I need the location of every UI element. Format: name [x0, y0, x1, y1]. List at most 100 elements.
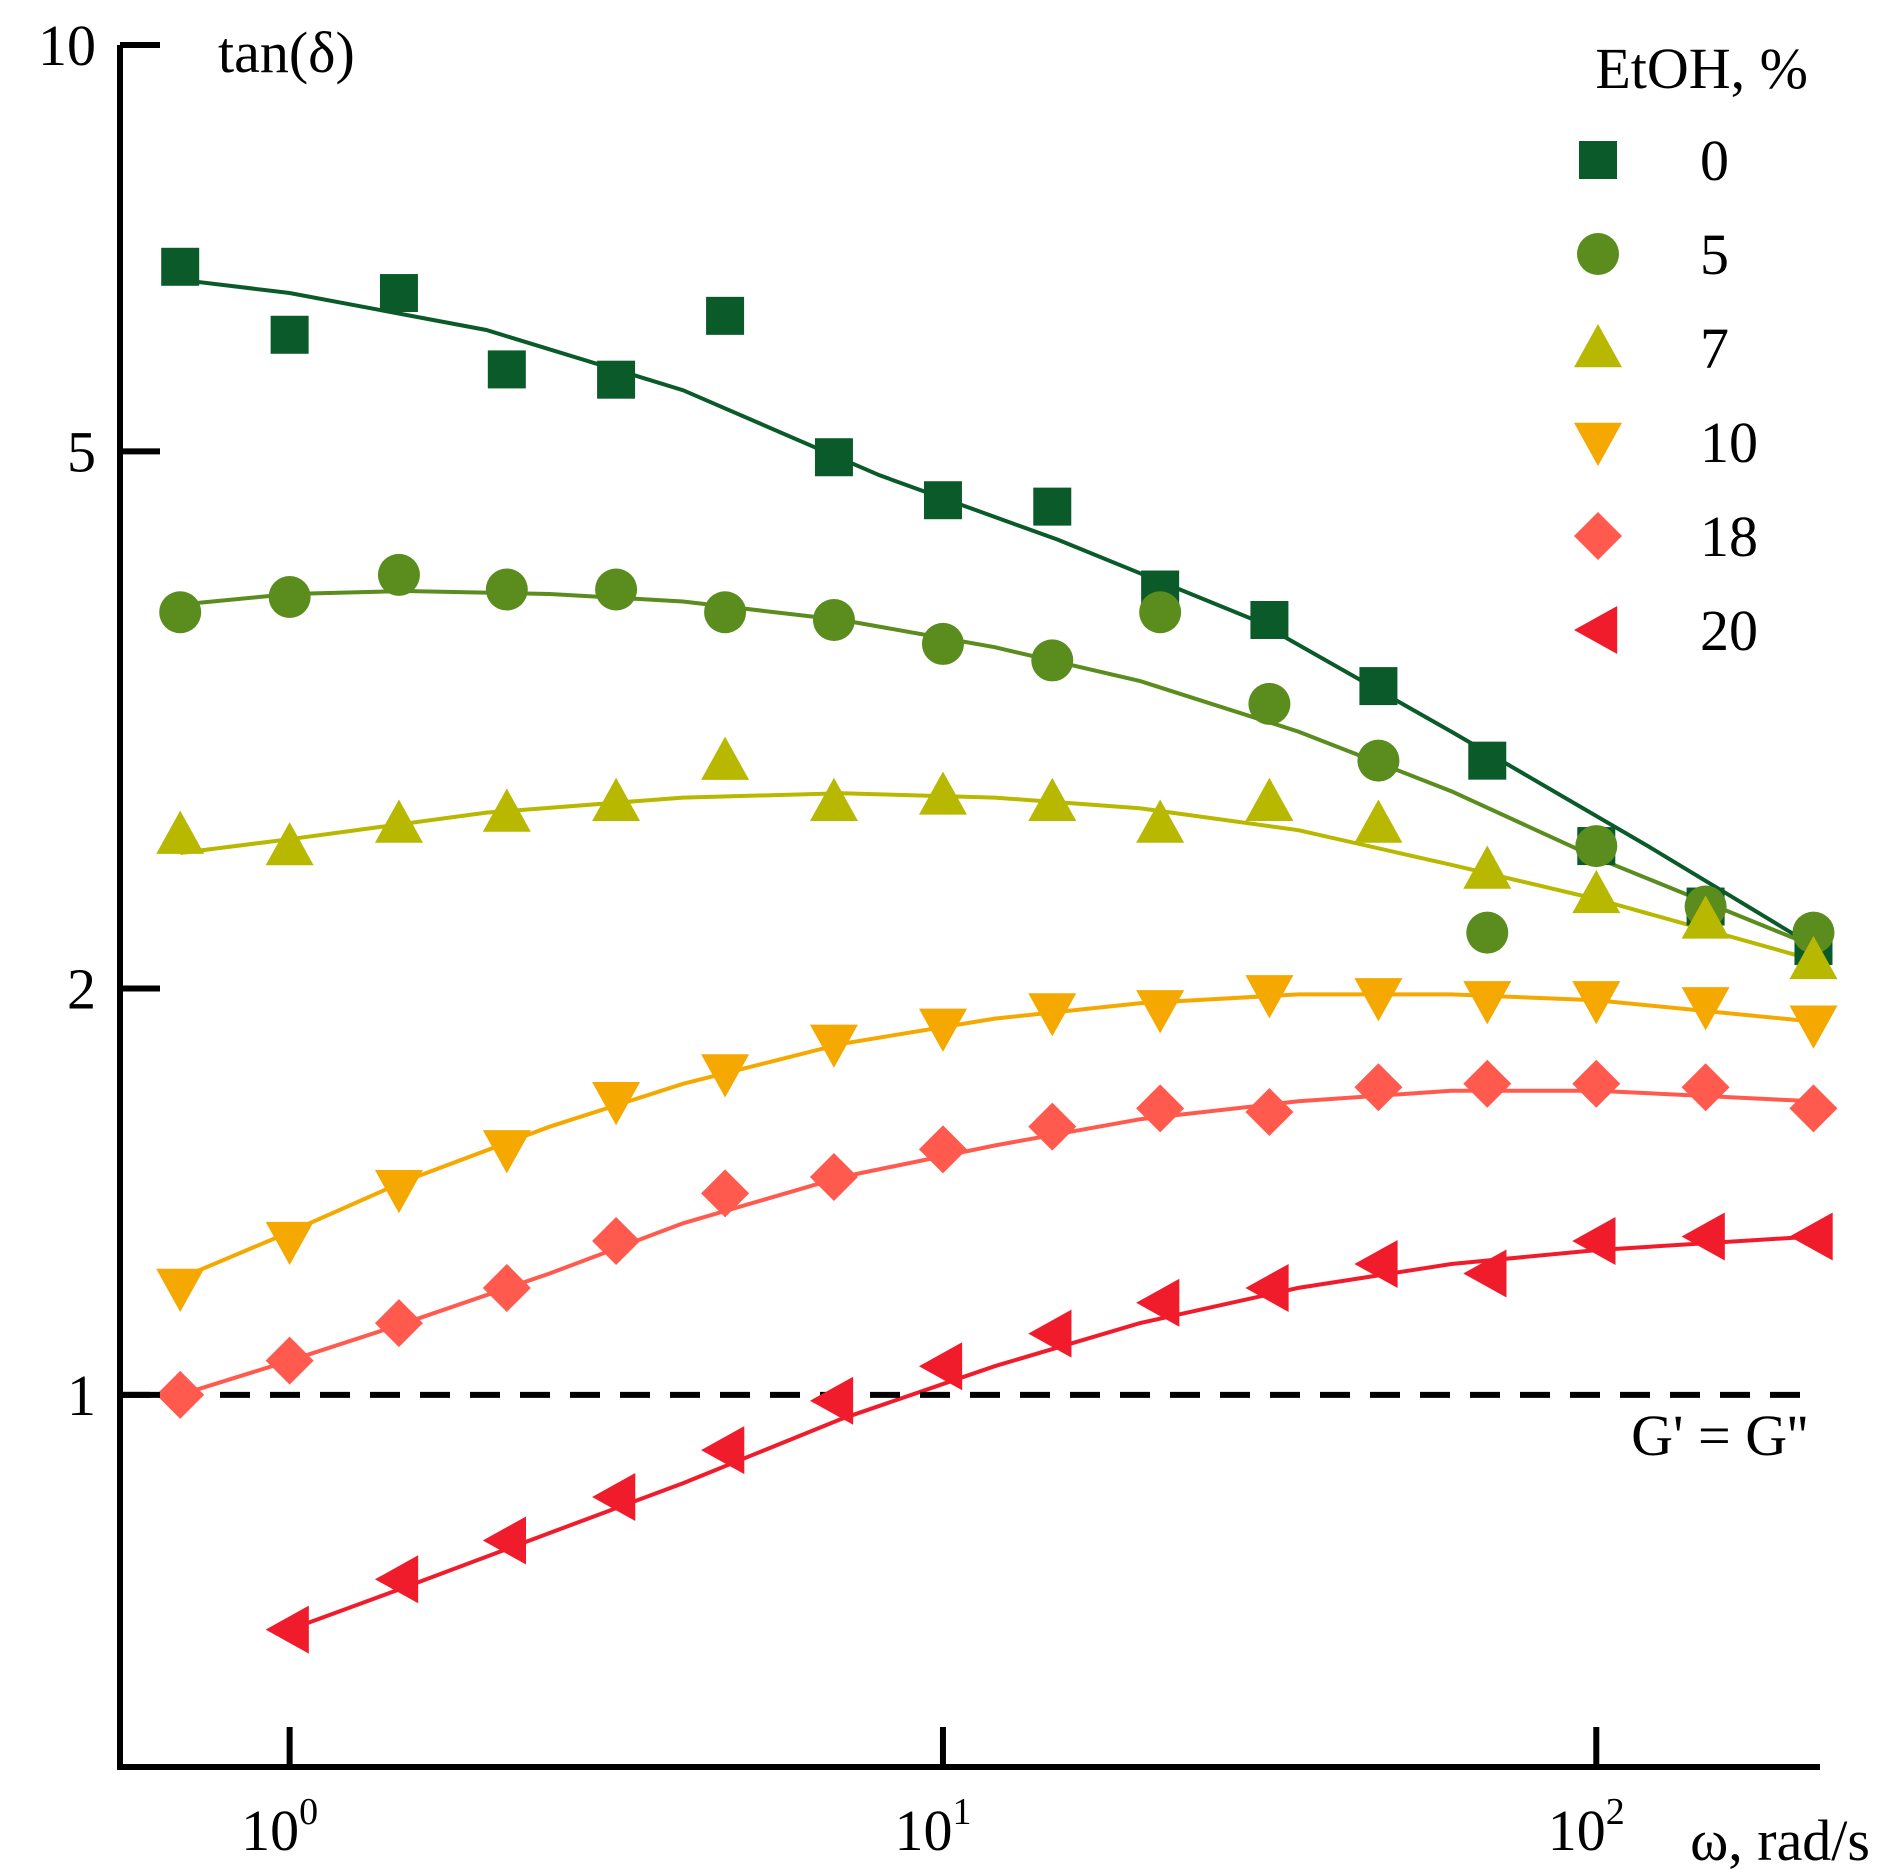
series-etoh-5 — [159, 553, 1835, 954]
data-point — [1136, 1278, 1180, 1327]
data-point — [592, 1473, 636, 1522]
series-etoh-20 — [265, 1212, 1833, 1654]
series-etoh-18 — [156, 1059, 1838, 1419]
y-axis-ticks: 1 2 5 10 — [38, 13, 160, 1428]
data-point — [918, 1342, 963, 1391]
legend-marker-triangle-left — [1574, 606, 1618, 654]
data-point — [592, 1082, 641, 1126]
legend-title: EtOH, % — [1595, 36, 1808, 101]
data-point — [159, 591, 202, 634]
legend-label: 18 — [1700, 504, 1758, 569]
data-point — [1681, 1063, 1730, 1112]
legend-item-etoh-7: 7 — [1574, 316, 1729, 381]
data-point — [1245, 975, 1294, 1019]
data-point — [1789, 1084, 1838, 1133]
data-point — [1028, 777, 1077, 822]
data-point — [921, 622, 964, 665]
data-point — [1789, 1212, 1833, 1261]
data-point — [1245, 1263, 1289, 1312]
legend-label: 20 — [1700, 598, 1758, 663]
fit-line-etoh-5 — [180, 588, 1815, 948]
data-point — [597, 360, 636, 399]
data-point — [1572, 1217, 1616, 1266]
data-point — [374, 1299, 423, 1348]
data-point — [1139, 591, 1182, 634]
data-point — [918, 1125, 967, 1174]
data-point — [1789, 1005, 1838, 1049]
data-point — [1792, 911, 1835, 954]
data-point — [701, 1054, 750, 1098]
data-point — [814, 438, 853, 477]
data-point — [1681, 987, 1730, 1031]
fit-line-etoh-18 — [179, 1088, 1814, 1397]
legend-item-etoh-5: 5 — [1577, 222, 1729, 287]
data-point — [1681, 895, 1730, 939]
series-etoh-10 — [156, 975, 1838, 1312]
reference-line-label: G' = G'' — [1631, 1403, 1808, 1468]
data-point — [923, 481, 962, 520]
data-point — [265, 1221, 314, 1266]
y-axis-label: tan(δ) — [218, 20, 355, 85]
legend: EtOH, % 0 5 7 10 18 20 — [1574, 36, 1808, 663]
data-point — [1136, 990, 1185, 1034]
data-point — [482, 1130, 531, 1174]
data-point — [1031, 639, 1074, 682]
data-point — [809, 1153, 858, 1202]
data-point — [1136, 799, 1185, 843]
legend-marker-triangle-up — [1574, 324, 1622, 368]
data-point — [1354, 1240, 1398, 1289]
data-point — [377, 553, 420, 596]
data-point — [592, 777, 641, 822]
data-point — [374, 1555, 419, 1604]
data-point — [379, 274, 418, 313]
data-point — [1028, 993, 1077, 1037]
data-point — [1463, 1059, 1512, 1108]
legend-label: 10 — [1700, 410, 1758, 475]
data-point — [1463, 981, 1512, 1025]
data-point — [1357, 739, 1400, 782]
y-tick-label: 5 — [67, 419, 96, 484]
legend-item-etoh-0: 0 — [1579, 128, 1729, 193]
data-point — [270, 315, 309, 354]
fit-line-etoh-7 — [179, 791, 1815, 962]
data-point — [701, 736, 750, 780]
legend-marker-diamond — [1574, 512, 1622, 560]
data-point — [485, 568, 528, 611]
legend-marker-square — [1579, 141, 1617, 179]
data-point — [1033, 487, 1072, 526]
data-point — [701, 1169, 750, 1218]
x-axis-ticks: 100 101 102 — [241, 1727, 1625, 1863]
x-axis-label: ω, rad/s — [1690, 1808, 1870, 1873]
data-point — [918, 771, 967, 815]
legend-item-etoh-18: 18 — [1574, 504, 1758, 569]
y-tick-label: 1 — [67, 1363, 96, 1428]
data-point — [1245, 1088, 1294, 1137]
data-point — [482, 1263, 531, 1312]
series-etoh-7 — [156, 736, 1838, 980]
legend-marker-circle — [1577, 233, 1619, 275]
data-point — [156, 810, 205, 854]
legend-item-etoh-10: 10 — [1574, 410, 1758, 475]
axes-frame — [117, 45, 1820, 1770]
legend-marker-triangle-down — [1574, 422, 1622, 466]
data-point — [374, 799, 423, 843]
data-point — [482, 1516, 527, 1565]
data-point — [1572, 1059, 1621, 1108]
data-point — [1466, 911, 1509, 954]
data-point — [482, 788, 531, 832]
data-point — [1354, 978, 1403, 1022]
x-tick-label: 100 — [241, 1791, 318, 1863]
data-point — [1359, 667, 1398, 706]
data-point — [1572, 869, 1621, 914]
fit-curves — [179, 277, 1815, 1632]
data-point — [1575, 825, 1618, 868]
data-point — [265, 1336, 314, 1385]
data-point — [595, 568, 638, 611]
fit-line-etoh-10 — [179, 992, 1814, 1281]
data-point — [706, 296, 745, 335]
data-point — [701, 1426, 745, 1475]
data-point — [1028, 1309, 1072, 1358]
data-point — [704, 591, 747, 634]
data-point — [1250, 600, 1289, 639]
